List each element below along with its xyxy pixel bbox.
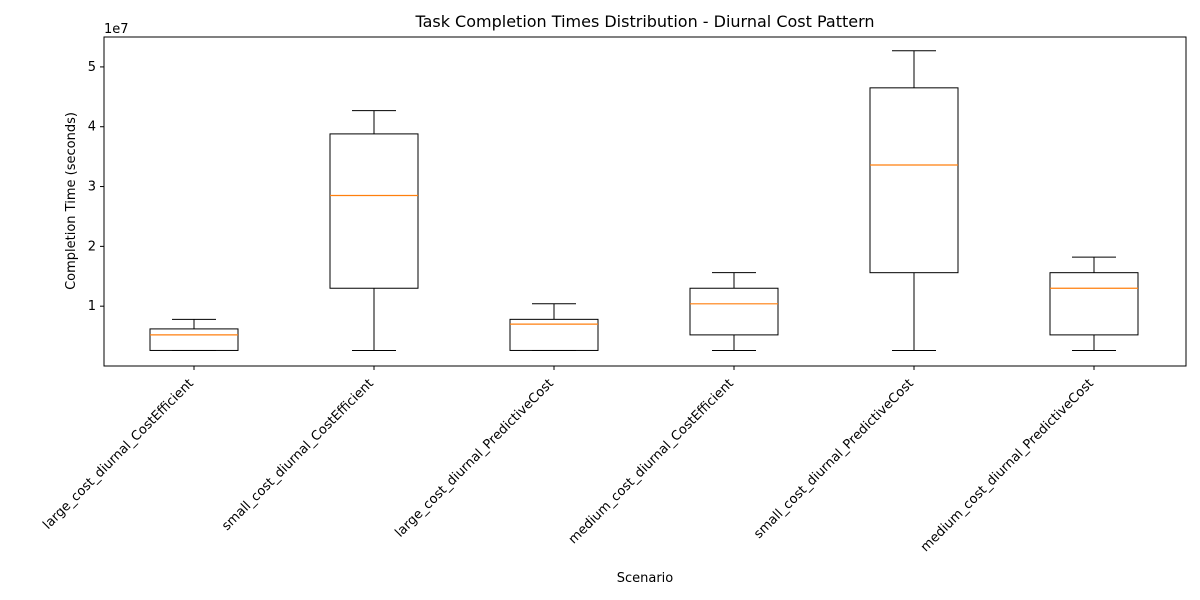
x-tick-label: small_cost_diurnal_CostEfficient bbox=[219, 376, 377, 534]
y-tick-label: 3 bbox=[88, 180, 96, 195]
chart-title: Task Completion Times Distribution - Diu… bbox=[414, 12, 874, 31]
y-tick-label: 4 bbox=[88, 120, 96, 135]
x-tick-label: medium_cost_diurnal_PredictiveCost bbox=[918, 376, 1097, 555]
box-iqr bbox=[1049, 272, 1139, 336]
y-tick-label: 2 bbox=[88, 239, 96, 254]
y-tick-label: 5 bbox=[88, 60, 96, 75]
x-tick-label: large_cost_diurnal_CostEfficient bbox=[40, 376, 196, 532]
y-axis-label: Completion Time (seconds) bbox=[64, 112, 79, 290]
box-iqr bbox=[689, 287, 779, 336]
x-tick-label: small_cost_diurnal_PredictiveCost bbox=[751, 376, 917, 542]
plot-frame bbox=[103, 36, 1187, 367]
x-axis-label: Scenario bbox=[617, 571, 674, 586]
box-iqr bbox=[149, 328, 239, 351]
y-tick-label: 1 bbox=[88, 299, 96, 314]
y-axis-offset-label: 1e7 bbox=[104, 22, 129, 37]
x-tick-label: medium_cost_diurnal_CostEfficient bbox=[566, 376, 737, 547]
box-iqr bbox=[509, 318, 599, 351]
box-iqr bbox=[869, 87, 959, 274]
x-tick-label: large_cost_diurnal_PredictiveCost bbox=[392, 376, 556, 540]
box-iqr bbox=[329, 133, 419, 289]
